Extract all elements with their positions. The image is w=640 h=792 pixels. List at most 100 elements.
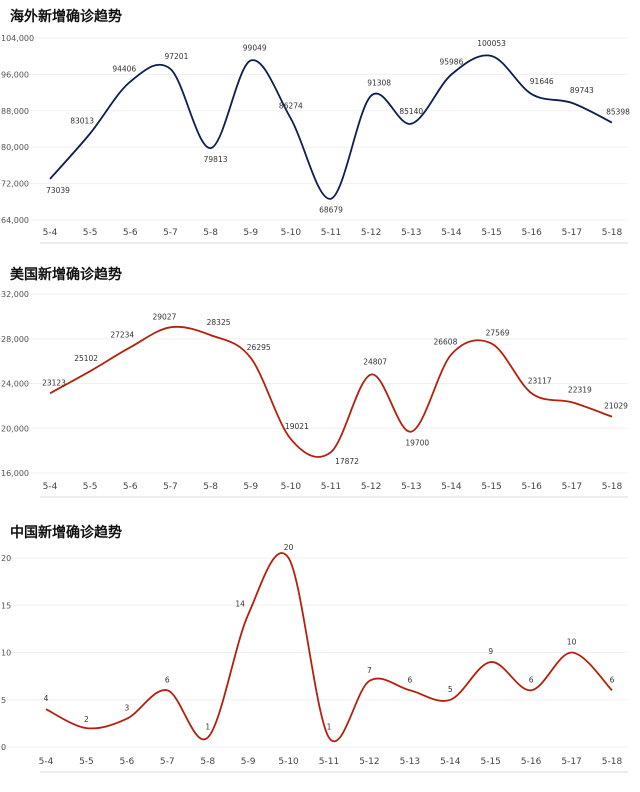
y-tick-label: 20,000	[1, 424, 29, 433]
data-label: 25102	[74, 354, 98, 363]
x-tick-label: 5-18	[602, 482, 623, 492]
data-label: 97201	[164, 52, 188, 61]
data-label: 85140	[399, 107, 423, 116]
data-label: 9	[488, 647, 493, 656]
y-tick-label: 16,000	[1, 469, 29, 478]
data-label: 26608	[433, 337, 457, 346]
china-chart-panel: 中国新增确诊趋势 0 5 10 15 20 5-4 5-5 5-6 5-7 5-8 5-9 5-10 5…	[0, 522, 640, 782]
x-tick-label: 5-15	[481, 228, 501, 238]
x-tick-label: 5-18	[602, 228, 623, 238]
x-tick-label: 5-9	[243, 482, 258, 492]
data-label: 6	[529, 675, 534, 684]
data-label: 23117	[528, 376, 552, 385]
data-label: 6	[610, 675, 615, 684]
data-point	[530, 689, 532, 691]
data-point	[45, 708, 47, 710]
data-point	[166, 689, 168, 691]
data-label: 91646	[530, 77, 554, 86]
y-tick-label: 20	[1, 554, 11, 563]
x-tick-label: 5-12	[361, 228, 381, 238]
us-chart: 16,000 20,000 24,000 28,000 32,000 5-4 5-5 5-6 5…	[0, 290, 628, 498]
data-label: 10	[567, 638, 577, 647]
series-line	[45, 552, 613, 742]
x-tick-label: 5-12	[359, 757, 379, 767]
x-tick-label: 5-5	[79, 757, 94, 767]
data-point	[490, 55, 492, 57]
data-label: 91308	[367, 79, 391, 88]
data-label: 95986	[439, 57, 463, 66]
data-point	[169, 326, 171, 328]
data-point	[129, 346, 131, 348]
data-point	[368, 680, 370, 682]
x-tick-label: 5-13	[400, 757, 420, 767]
data-point	[531, 392, 533, 394]
data-label: 2	[84, 715, 89, 724]
x-tick-label: 5-14	[440, 757, 461, 767]
x-tick-label: 5-11	[321, 228, 341, 238]
data-label: 19700	[405, 439, 429, 448]
data-label: 85398	[606, 108, 630, 117]
data-point	[450, 73, 452, 75]
data-point	[49, 178, 51, 180]
x-tick-label: 5-7	[163, 228, 178, 238]
x-tick-label: 5-8	[203, 482, 218, 492]
x-tick-label: 5-4	[39, 757, 54, 767]
china-chart-title: 中国新增确诊趋势	[10, 525, 122, 541]
x-tick-label: 5-5	[83, 228, 98, 238]
data-label: 5	[448, 685, 453, 694]
x-tick-label: 5-9	[243, 228, 258, 238]
us-chart-panel: 美国新增确诊趋势 16,000 20,000 24,000 28,000 32,000 5…	[0, 264, 640, 504]
data-label: 20	[284, 543, 294, 552]
data-point	[247, 614, 249, 616]
overseas-chart-panel: 海外新增确诊趋势 64,000 72,000 80,000 88,000 96,000 1…	[0, 6, 640, 246]
x-tick-label: 5-9	[241, 757, 256, 767]
y-tick-label: 64,000	[1, 216, 29, 225]
data-label: 29027	[152, 312, 176, 321]
y-tick-label: 32,000	[1, 290, 29, 299]
x-tick-label: 5-6	[123, 228, 138, 238]
data-label: 73039	[46, 186, 70, 195]
data-point	[89, 370, 91, 372]
data-label: 86274	[279, 102, 303, 111]
data-label: 22319	[568, 385, 592, 394]
data-point	[570, 651, 572, 653]
data-point	[250, 59, 252, 61]
x-tick-label: 5-4	[43, 482, 58, 492]
x-tick-label: 5-14	[441, 482, 462, 492]
x-tick-label: 5-13	[401, 228, 421, 238]
data-label: 1	[205, 723, 210, 732]
y-tick-label: 15	[1, 601, 11, 610]
x-tick-label: 5-10	[278, 757, 299, 767]
x-tick-label: 5-10	[281, 482, 302, 492]
y-tick-label: 28,000	[1, 335, 29, 344]
y-tick-label: 10	[1, 649, 11, 658]
data-label: 23123	[42, 378, 66, 387]
data-point	[85, 727, 87, 729]
y-tick-label: 80,000	[1, 143, 29, 152]
x-tick-label: 5-16	[521, 228, 542, 238]
data-point	[126, 717, 128, 719]
data-label: 14	[235, 600, 245, 609]
overseas-chart-title: 海外新增确诊趋势	[10, 9, 122, 25]
data-label: 28325	[207, 318, 231, 327]
data-point	[571, 401, 573, 403]
x-tick-label: 5-6	[123, 482, 138, 492]
y-tick-label: 24,000	[1, 380, 29, 389]
data-point	[330, 451, 332, 453]
data-point	[49, 392, 51, 394]
data-point	[409, 689, 411, 691]
data-point	[330, 198, 332, 200]
x-tick-label: 5-13	[401, 482, 421, 492]
y-tick-label: 88,000	[1, 107, 29, 116]
data-label: 19021	[285, 422, 309, 431]
data-point	[531, 93, 533, 95]
x-tick-label: 5-11	[321, 482, 341, 492]
overseas-chart: 64,000 72,000 80,000 88,000 96,000 104,000 5-4…	[0, 34, 630, 244]
data-point	[209, 147, 211, 149]
data-label: 94406	[112, 65, 136, 74]
data-point	[89, 132, 91, 134]
data-point	[450, 353, 452, 355]
data-point	[169, 68, 171, 70]
x-tick-label: 5-10	[281, 228, 302, 238]
x-tick-label: 5-11	[319, 757, 339, 767]
